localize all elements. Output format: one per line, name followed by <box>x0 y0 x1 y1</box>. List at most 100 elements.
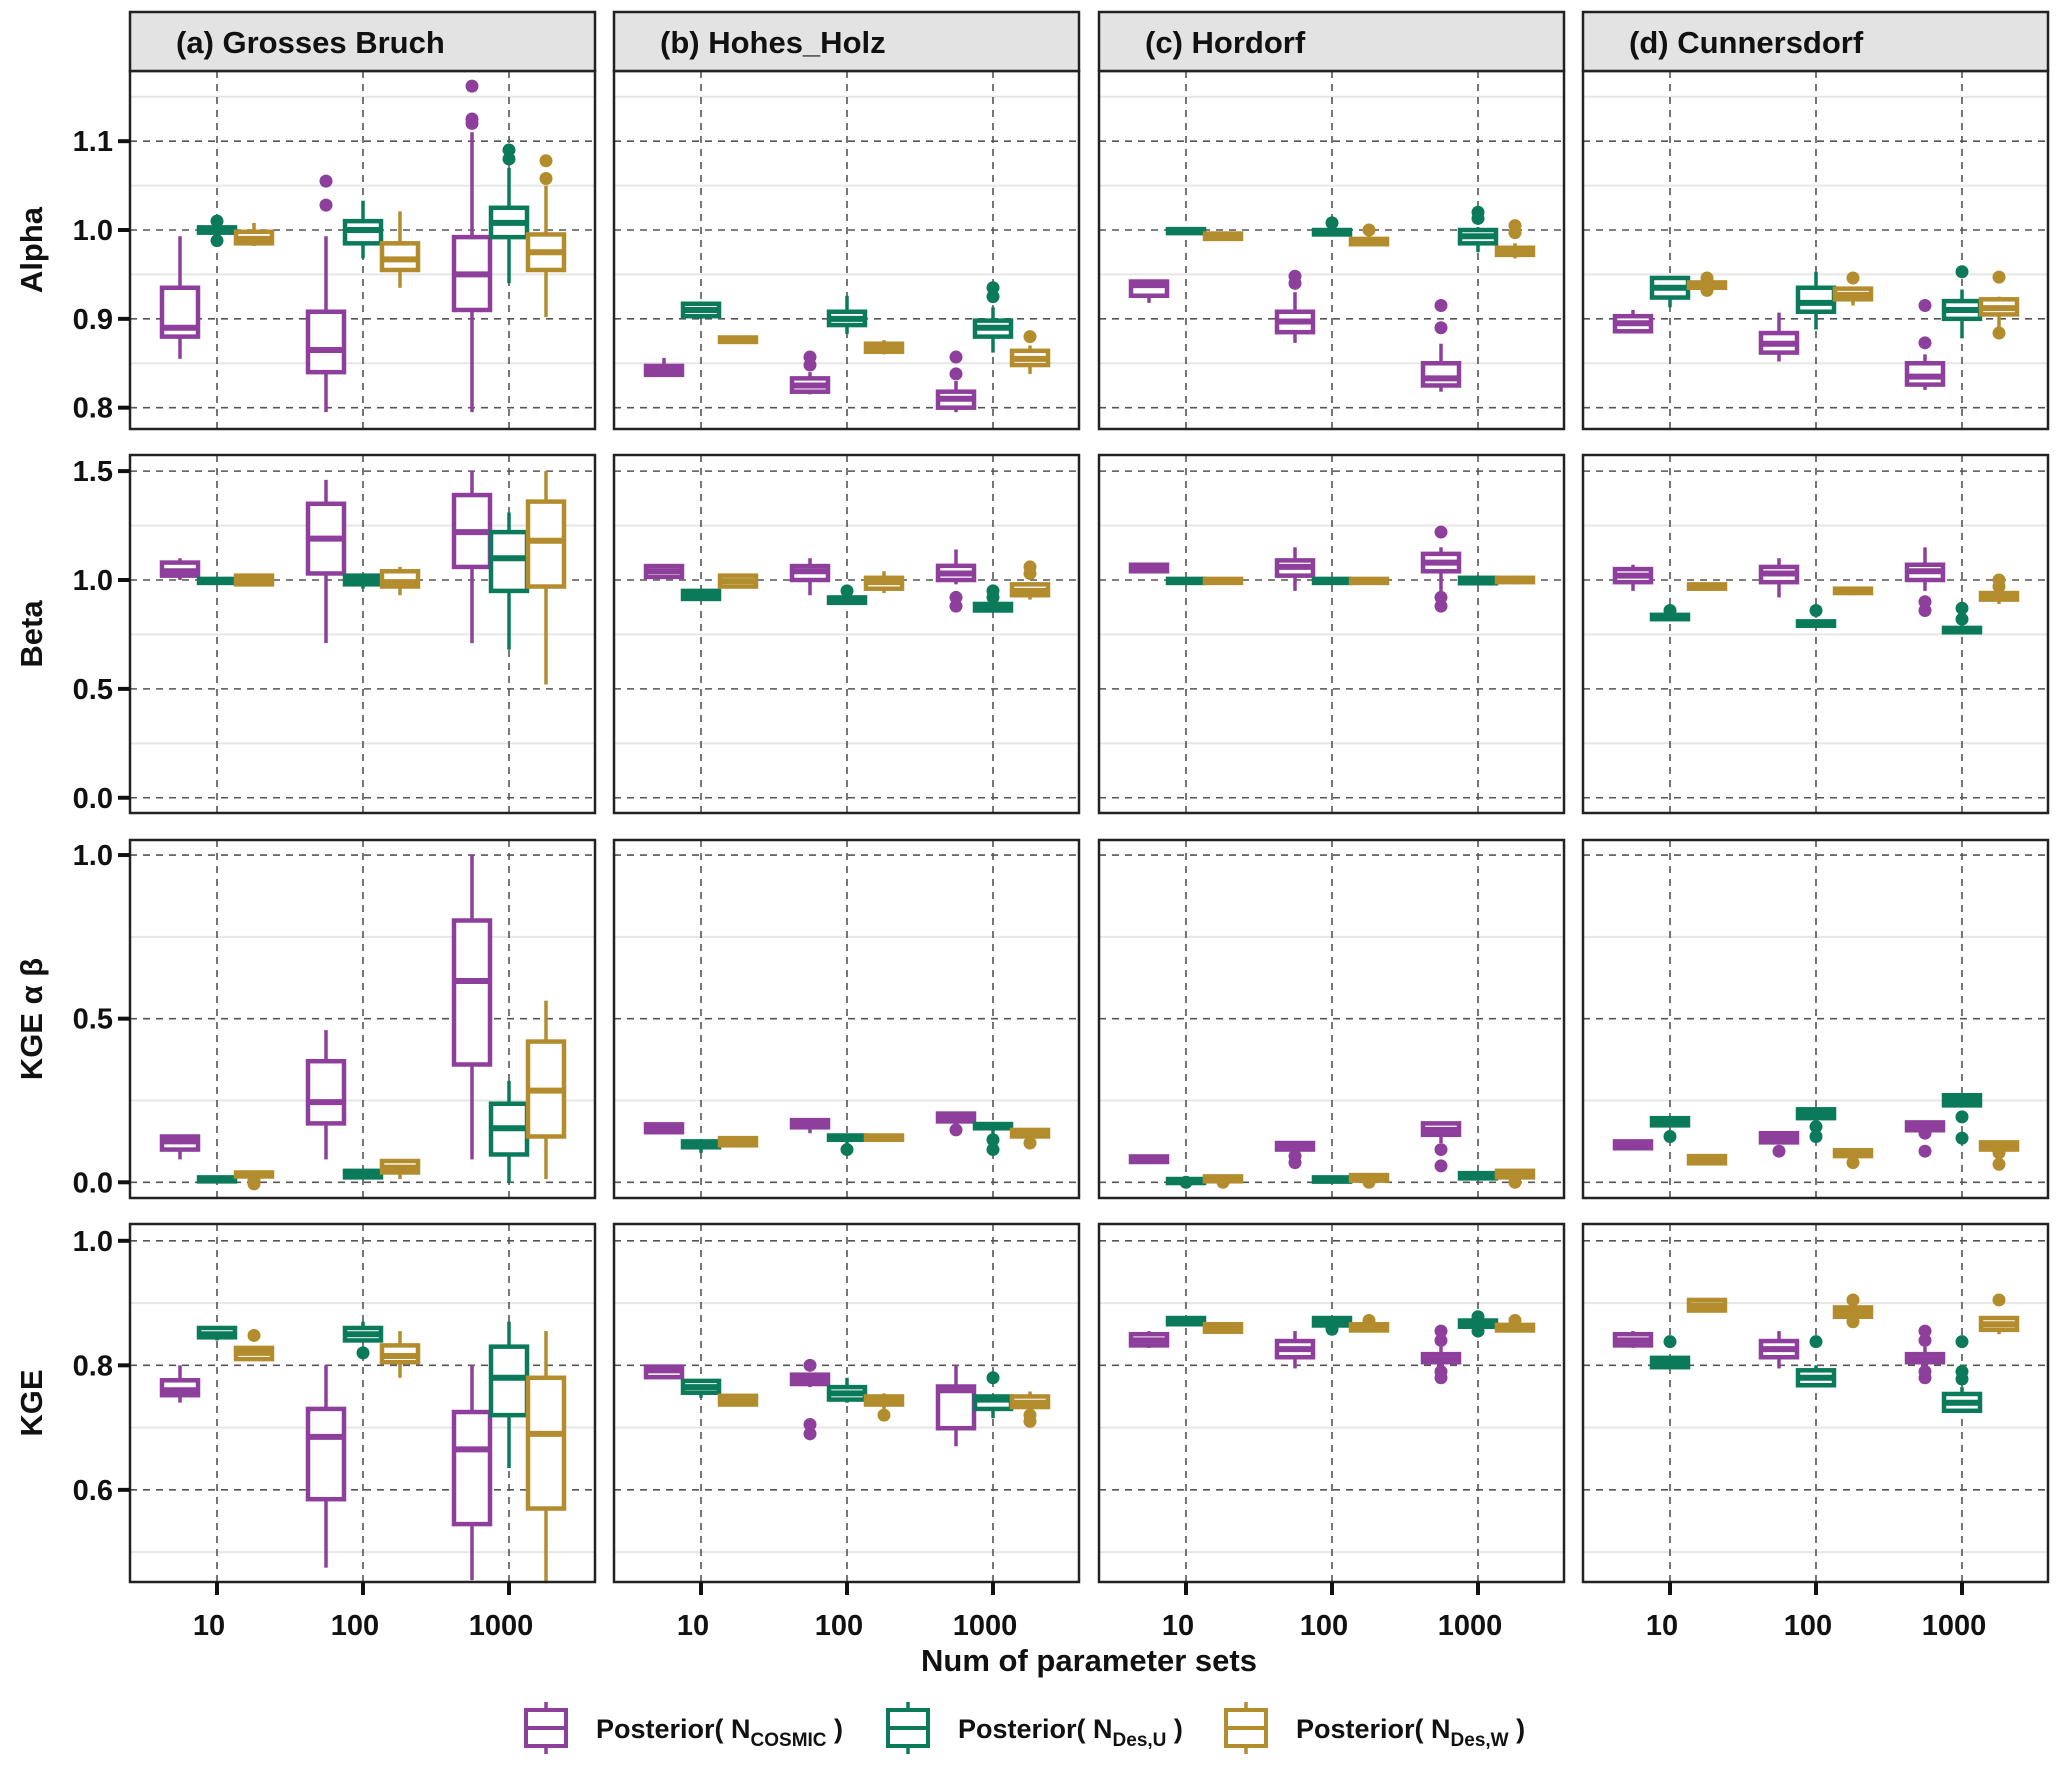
outlier-point <box>1918 1324 1932 1338</box>
boxplot-desu-100 <box>342 200 384 259</box>
outlier-point <box>1918 595 1932 609</box>
outlier-point <box>1023 1136 1037 1150</box>
boxplot-desu-10 <box>196 1175 238 1184</box>
outlier-point <box>1179 1175 1193 1189</box>
box <box>451 918 493 1067</box>
panels-layer: (a) Grosses Bruch (b) Hohes_Holz (c) Hordo… <box>128 10 2050 1584</box>
boxplot-desu-10 <box>1165 576 1207 586</box>
boxplot-desu-10 <box>1165 226 1207 236</box>
boxplot-desu-1000 <box>1941 265 1983 339</box>
panel-border <box>612 453 1081 815</box>
outlier-point <box>1663 1129 1677 1143</box>
panel-border <box>1581 838 2050 1200</box>
panel-b-alpha <box>612 69 1081 431</box>
boxplot-desu-10 <box>196 214 238 248</box>
outlier-point <box>1216 1175 1230 1189</box>
box <box>1795 285 1837 314</box>
outlier-point <box>803 350 817 364</box>
outlier-point <box>1955 601 1969 615</box>
outlier-point <box>949 590 963 604</box>
boxplot-cosmic-1000 <box>1420 1324 1462 1385</box>
boxplot-desw-1000 <box>1009 560 1051 600</box>
panel-d-kge-α-β <box>1581 838 2050 1200</box>
boxplot-cosmic-100 <box>305 174 347 413</box>
strip-title-c: (c) Hordorf <box>1145 25 1306 60</box>
boxplot-desw-100 <box>1832 586 1874 596</box>
outlier-point <box>1700 283 1714 297</box>
outlier-point <box>465 112 479 126</box>
panel-border <box>1097 453 1566 815</box>
y-tick-label: 1.0 <box>73 1226 113 1258</box>
boxplot-desw-1000 <box>1494 1168 1536 1189</box>
outlier-point <box>1809 1335 1823 1349</box>
boxplot-desu-10 <box>1649 275 1691 308</box>
boxplot-cosmic-10 <box>159 1365 201 1403</box>
outlier-point <box>1955 265 1969 279</box>
x-tick-label: 10 <box>677 1610 709 1642</box>
outlier-point <box>986 1143 1000 1157</box>
outlier-point <box>1918 299 1932 313</box>
box <box>305 309 347 375</box>
boxplot-desw-100 <box>863 1133 905 1143</box>
plot-background <box>1099 1224 1564 1582</box>
outlier-point <box>1023 330 1037 344</box>
boxplot-desu-100 <box>826 295 868 334</box>
boxplot-desw-1000 <box>1978 573 2020 604</box>
panel-d-alpha <box>1581 69 2050 431</box>
outlier-point <box>949 350 963 364</box>
boxplot-cosmic-100 <box>789 1358 831 1441</box>
panel-a-kge-α-β <box>128 838 597 1200</box>
panel-c-alpha <box>1097 69 1566 431</box>
boxplot-cosmic-100 <box>1274 269 1316 343</box>
boxplot-desu-10 <box>680 301 722 319</box>
panel-d-beta <box>1581 453 2050 815</box>
boxplot-cosmic-1000 <box>935 350 977 413</box>
outlier-point <box>1362 1175 1376 1189</box>
boxplot-desu-10 <box>1649 1335 1691 1370</box>
legend-item-cosmic: Posterior( NCOSMIC ) <box>524 1702 843 1754</box>
x-tick-label: 10 <box>1162 1610 1194 1642</box>
y-axis-title: Alpha <box>14 206 49 293</box>
outlier-point <box>986 281 1000 295</box>
outlier-point <box>1846 1156 1860 1170</box>
boxplot-desu-1000 <box>1457 205 1499 253</box>
boxplot-desw-100 <box>1832 1147 1874 1170</box>
y-axis-title: Beta <box>14 600 49 668</box>
boxplot-desu-1000 <box>488 143 530 284</box>
box <box>488 529 530 594</box>
outlier-point <box>840 584 854 598</box>
y-tick-label: 1.1 <box>73 126 113 158</box>
outlier-point <box>1471 1324 1485 1338</box>
boxplot-desw-1000 <box>1978 270 2020 340</box>
boxplot-desu-1000 <box>488 1080 530 1183</box>
y-tick-label: 0.9 <box>73 304 113 336</box>
boxplot-desw-100 <box>1348 223 1390 247</box>
box <box>305 1406 347 1502</box>
outlier-point <box>210 214 224 228</box>
box <box>1420 361 1462 388</box>
outlier-point <box>1992 573 2006 587</box>
outlier-point <box>1992 270 2006 284</box>
boxplot-desu-10 <box>680 1378 722 1398</box>
outlier-point <box>1023 1408 1037 1422</box>
strip-b <box>612 10 1081 73</box>
outlier-point <box>803 1417 817 1431</box>
outlier-point <box>356 1346 370 1360</box>
outlier-point <box>539 154 553 168</box>
axes-layer: Alpha 0.8 0.9 1.0 1.1 Beta 0.0 0.5 1.0 1.5 KGE α β… <box>14 126 1986 1642</box>
boxplot-desw-1000 <box>1494 1314 1536 1333</box>
panel-b-beta <box>612 453 1081 815</box>
boxplot-desw-1000 <box>1009 1127 1051 1150</box>
legend-label: Posterior( NDes,W ) <box>1296 1714 1525 1751</box>
boxplot-desu-1000 <box>488 1321 530 1469</box>
outlier-point <box>1434 1324 1448 1338</box>
boxplot-desu-100 <box>1795 603 1837 628</box>
boxplot-desw-100 <box>1832 1293 1874 1329</box>
outlier-point <box>319 174 333 188</box>
boxplot-desu-1000 <box>1941 601 1983 635</box>
outlier-point <box>1955 612 1969 626</box>
outlier-point <box>1434 1365 1448 1379</box>
y-tick-label: 1.0 <box>73 565 113 597</box>
boxplot-cosmic-100 <box>305 479 347 644</box>
boxplot-desw-1000 <box>1009 1391 1051 1428</box>
